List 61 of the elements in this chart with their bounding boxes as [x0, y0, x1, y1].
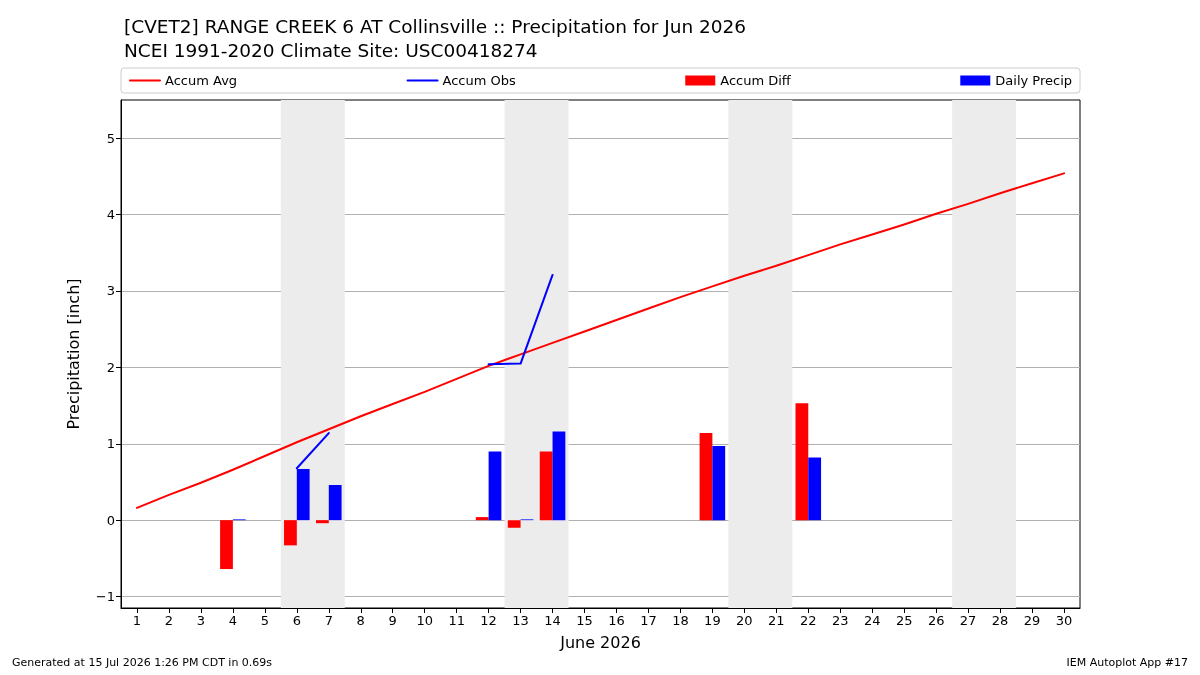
x-tick-label: 9: [388, 613, 397, 628]
x-tick-label: 25: [895, 613, 913, 628]
x-tick-label: 29: [1023, 613, 1041, 628]
text: Generated at 15 Jul 2026 1:26 PM CDT in 0.69s: [12, 656, 273, 669]
y-tick-label: −1: [95, 589, 115, 605]
x-tick-label: 2: [164, 613, 174, 628]
x-tick-label: 19: [704, 613, 721, 628]
x-tick-label: 7: [324, 613, 333, 628]
x-tick-label: 28: [991, 613, 1009, 628]
x-tick-label: 26: [927, 613, 945, 628]
x-tick-label: 21: [768, 613, 785, 628]
x-tick-label: 3: [196, 613, 206, 628]
y-tick-label: 1: [106, 436, 115, 452]
chart-subtitle: NCEI 1991-2020 Climate Site: USC00418274: [124, 40, 538, 61]
bar: [328, 485, 342, 521]
x-tick-label: 4: [228, 613, 238, 628]
text: IEM Autoplot App #17: [1066, 656, 1188, 669]
x-tick-label: 17: [640, 613, 657, 628]
x-tick-label: 13: [512, 613, 529, 628]
x-tick-label: 22: [800, 613, 817, 628]
x-tick-label: 12: [480, 613, 497, 628]
x-tick-label: 1: [132, 613, 142, 628]
y-tick-label: 0: [106, 512, 115, 528]
line-series: [135, 172, 1066, 509]
x-tick-label: 11: [448, 613, 465, 628]
bar: [488, 451, 502, 521]
legend-label: Daily Precip: [995, 73, 1073, 88]
bar: [552, 431, 566, 521]
y-tick-label: 2: [106, 359, 115, 375]
x-tick-label: 15: [576, 613, 593, 628]
bar: [699, 433, 713, 521]
y-tick-label: 5: [106, 130, 115, 146]
bar: [475, 517, 489, 521]
x-tick-label: 8: [356, 613, 365, 628]
x-tick-label: 14: [544, 613, 561, 628]
bar: [507, 520, 521, 528]
x-tick-label: 16: [608, 613, 625, 628]
y-tick-label: 3: [106, 283, 115, 299]
x-tick-label: 24: [863, 613, 881, 628]
legend-label: Accum Diff: [720, 73, 792, 88]
x-tick-label: 20: [736, 613, 753, 628]
x-tick-label: 6: [292, 613, 301, 628]
bar: [712, 446, 726, 521]
legend-label: Accum Obs: [442, 73, 517, 88]
x-tick-label: 10: [416, 613, 433, 628]
chart-title: [CVET2] RANGE CREEK 6 AT Collinsville :: Precipitation for Jun 2026: [124, 16, 747, 37]
bar: [539, 451, 553, 521]
x-tick-label: 30: [1055, 613, 1073, 628]
bar: [284, 520, 297, 546]
y-tick-label: 4: [106, 207, 115, 223]
x-tick-label: 5: [260, 613, 269, 628]
legend-label: Accum Avg: [165, 73, 238, 88]
x-tick-label: 23: [831, 613, 849, 628]
bar: [220, 520, 233, 570]
x-tick-label: 27: [959, 613, 977, 628]
y-axis-title: Precipitation [inch]: [63, 278, 83, 430]
bar: [316, 520, 329, 524]
bar: [795, 403, 809, 521]
x-tick-label: 18: [672, 613, 689, 628]
bar: [808, 457, 822, 521]
x-axis-title: June 2026: [559, 632, 641, 652]
